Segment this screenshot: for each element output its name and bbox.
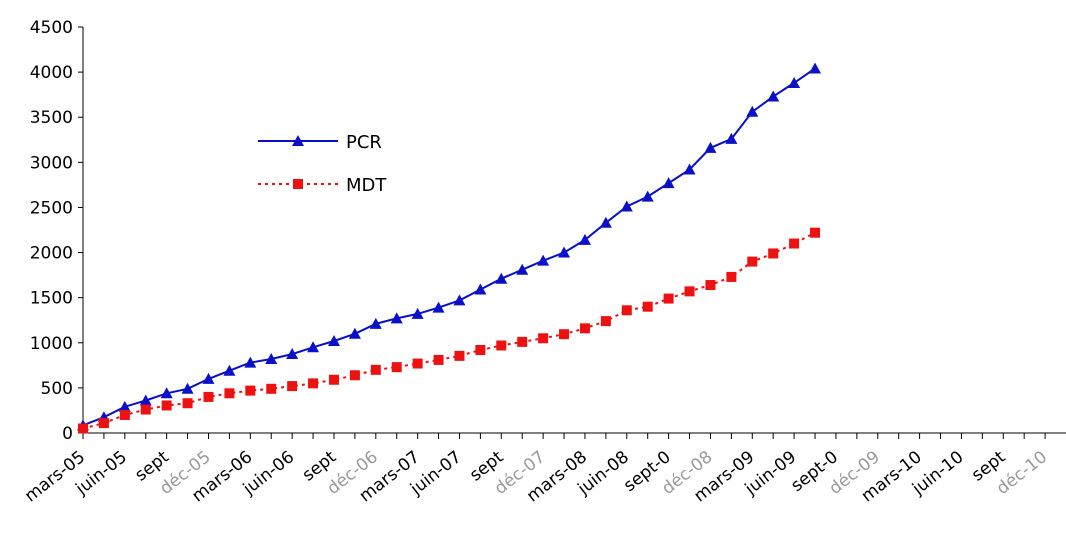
data-point	[349, 328, 361, 339]
data-point	[663, 177, 675, 188]
legend-item-pcr: PCR	[258, 132, 382, 153]
data-point	[182, 383, 194, 394]
data-point	[223, 365, 235, 376]
y-tick-label: 1000	[30, 334, 73, 354]
data-point	[580, 323, 590, 333]
y-tick-label: 2500	[30, 198, 73, 218]
data-point	[810, 228, 820, 238]
series-line-mdt	[83, 233, 815, 429]
data-point	[622, 305, 632, 315]
data-point	[392, 362, 402, 372]
data-point	[516, 264, 528, 275]
data-point	[746, 106, 758, 117]
data-point	[329, 375, 339, 385]
data-point	[162, 400, 172, 410]
y-tick-label: 2000	[30, 244, 73, 264]
data-point	[537, 255, 549, 266]
y-tick-label: 3000	[30, 153, 73, 173]
data-point	[202, 373, 214, 384]
data-point	[496, 340, 506, 350]
data-point	[726, 272, 736, 282]
data-point	[788, 77, 800, 88]
data-point	[601, 316, 611, 326]
data-point	[78, 423, 88, 433]
data-point	[517, 337, 527, 347]
data-point	[685, 286, 695, 296]
legend-label: MDT	[346, 175, 387, 196]
y-tick-label: 0	[62, 424, 73, 444]
data-point	[809, 63, 821, 74]
data-point	[768, 248, 778, 258]
data-point	[141, 405, 151, 415]
data-point	[643, 302, 653, 312]
y-tick-label: 3500	[30, 108, 73, 128]
data-point	[475, 345, 485, 355]
data-point	[120, 410, 130, 420]
legend-marker	[293, 179, 303, 189]
data-point	[642, 191, 654, 202]
data-point	[350, 370, 360, 380]
data-point	[245, 386, 255, 396]
y-tick-label: 4000	[30, 63, 73, 83]
y-tick-label: 1500	[30, 289, 73, 309]
series-layer	[77, 63, 821, 434]
data-point	[99, 418, 109, 428]
data-point	[538, 333, 548, 343]
legend-item-mdt: MDT	[258, 175, 387, 196]
data-point	[413, 359, 423, 369]
data-point	[767, 90, 779, 101]
data-point	[183, 398, 193, 408]
data-point	[705, 280, 715, 290]
data-point	[664, 294, 674, 304]
y-tick-label: 500	[41, 379, 73, 399]
data-point	[495, 273, 507, 284]
series-pcr	[77, 63, 821, 431]
data-point	[789, 239, 799, 249]
data-point	[266, 384, 276, 394]
y-axis-ticks: 0 500 1000 1500 2000 2500 3000 3500 4000 4500	[30, 18, 83, 444]
data-point	[371, 365, 381, 375]
data-point	[558, 247, 570, 258]
data-point	[704, 142, 716, 153]
x-tick-label: mars-05	[21, 447, 89, 506]
data-point	[621, 201, 633, 212]
data-point	[203, 392, 213, 402]
legend-label: PCR	[346, 132, 382, 153]
data-point	[747, 257, 757, 267]
data-point	[474, 284, 486, 295]
series-mdt	[78, 228, 820, 434]
data-point	[454, 351, 464, 361]
data-point	[308, 378, 318, 388]
data-point	[224, 388, 234, 398]
y-tick-label: 4500	[30, 18, 73, 38]
series-line-pcr	[83, 69, 815, 426]
data-point	[559, 329, 569, 339]
data-point	[434, 355, 444, 365]
legend: PCR MDT	[258, 132, 387, 196]
data-point	[453, 294, 465, 305]
data-point	[287, 381, 297, 391]
